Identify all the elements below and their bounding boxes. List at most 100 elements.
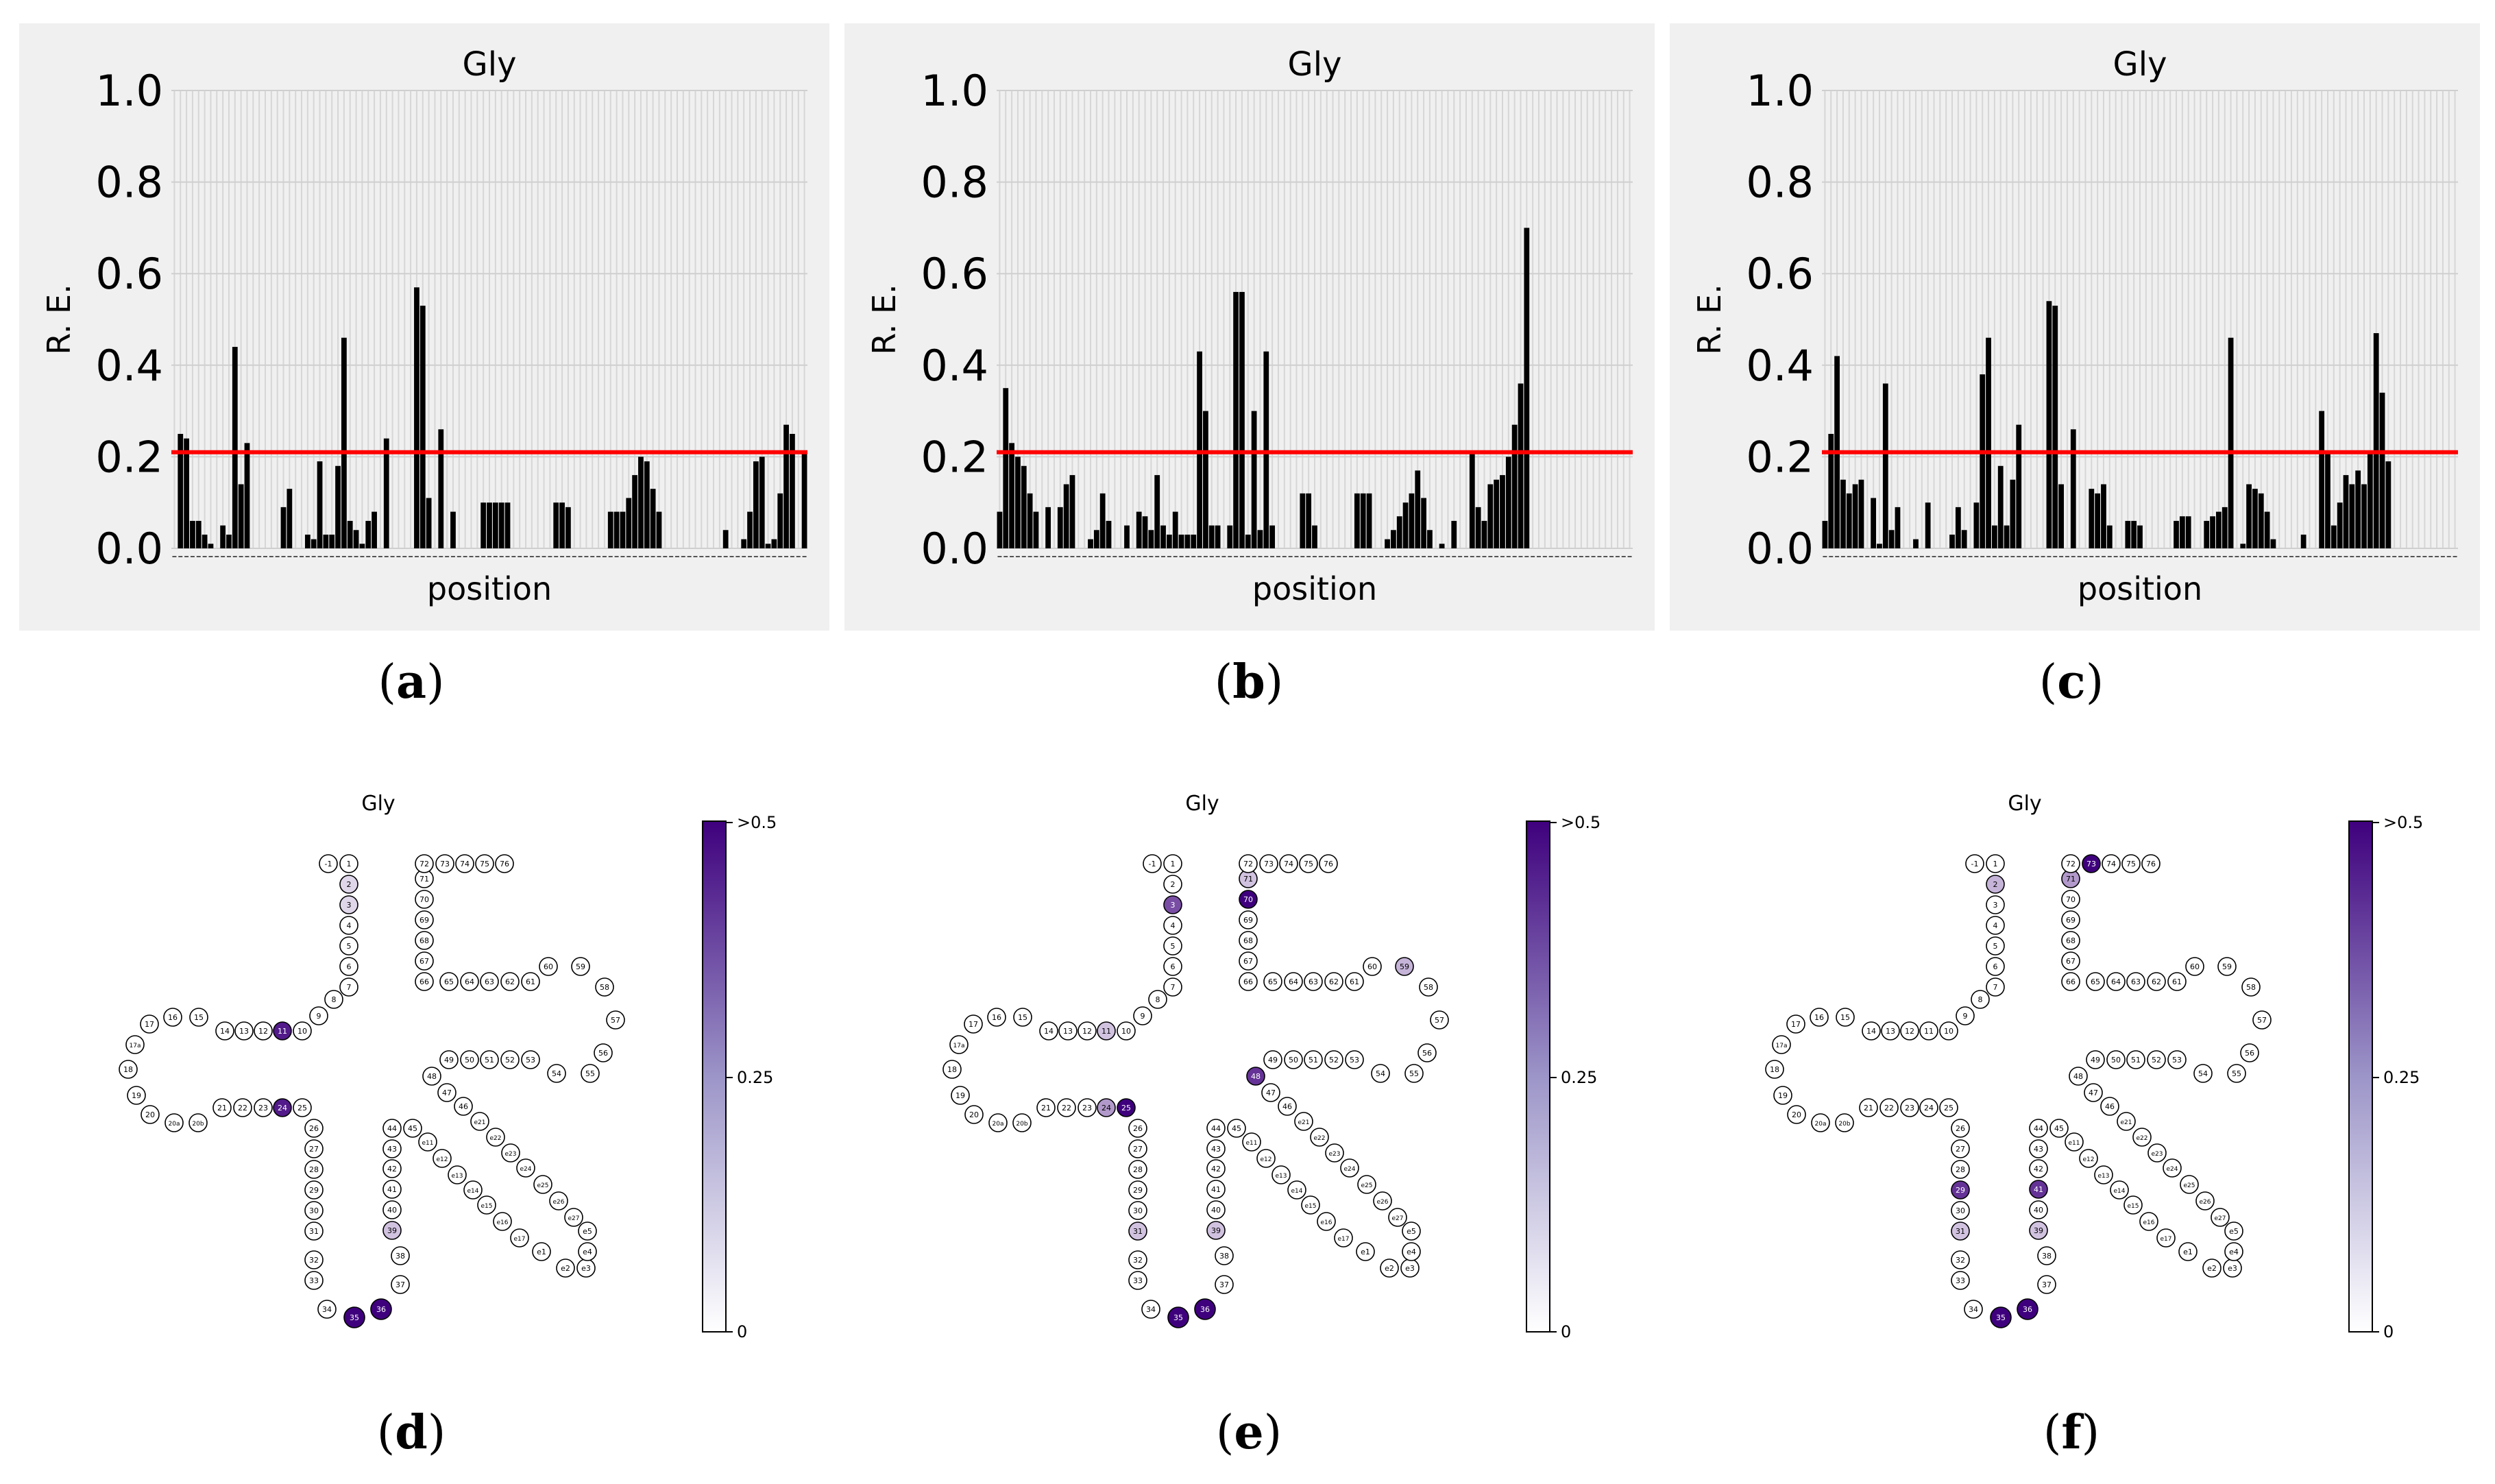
nucleotide-56 bbox=[1417, 1043, 1437, 1062]
nucleotide-label: 74 bbox=[460, 860, 470, 868]
nucleotide-label: 20 bbox=[969, 1110, 979, 1119]
nucleotide-30 bbox=[304, 1201, 324, 1220]
nucleotide-26 bbox=[1128, 1119, 1147, 1138]
nucleotide-label: 54 bbox=[1376, 1069, 1385, 1078]
nucleotide-label: 8 bbox=[1156, 995, 1160, 1004]
nucleotide-label: e23 bbox=[505, 1151, 517, 1158]
nucleotide-label: 3 bbox=[1171, 901, 1176, 910]
nucleotide-61 bbox=[521, 972, 540, 991]
nucleotide-76 bbox=[1319, 854, 1338, 873]
bar bbox=[1402, 502, 1409, 548]
bar bbox=[1154, 475, 1160, 548]
nucleotide-label: 73 bbox=[1264, 860, 1274, 868]
nucleotide-label: 1 bbox=[347, 860, 352, 868]
nucleotide-label: 51 bbox=[1309, 1056, 1318, 1065]
nucleotide-label: 25 bbox=[297, 1104, 307, 1112]
nucleotide-label: e23 bbox=[2152, 1151, 2163, 1158]
bar bbox=[1494, 479, 1500, 548]
nucleotide-72 bbox=[2061, 854, 2080, 873]
nucleotide-label: 47 bbox=[1266, 1088, 1276, 1097]
nucleotide-39 bbox=[2029, 1221, 2048, 1240]
bar bbox=[1245, 534, 1251, 548]
bar bbox=[1396, 516, 1402, 548]
trna-diagram-f: Gly-1 123456789101112131415161717a1819202… bbox=[1765, 792, 2423, 1341]
bar bbox=[2216, 511, 2222, 548]
nucleotide-e4 bbox=[2224, 1242, 2243, 1261]
bar bbox=[341, 337, 347, 548]
nucleotide-label: 70 bbox=[2066, 895, 2076, 904]
nucleotide-label: 63 bbox=[1309, 977, 1318, 986]
nucleotide-label: 70 bbox=[419, 895, 429, 904]
diagram-title: Gly bbox=[1185, 792, 1219, 816]
bar bbox=[2258, 493, 2264, 548]
nucleotide-24 bbox=[273, 1098, 292, 1117]
y-tick-label: 0.8 bbox=[1746, 158, 1814, 208]
bar bbox=[492, 502, 498, 548]
bar bbox=[2052, 305, 2058, 548]
nucleotide-label: 67 bbox=[2066, 957, 2076, 966]
nucleotide-13 bbox=[234, 1021, 254, 1041]
nucleotide-30 bbox=[1951, 1201, 1970, 1220]
nucleotide-51 bbox=[480, 1050, 499, 1069]
nucleotide-label: 20b bbox=[192, 1121, 204, 1128]
nucleotide-label: 13 bbox=[1886, 1027, 1895, 1036]
nucleotide-42 bbox=[1206, 1159, 1226, 1178]
nucleotide-label: e2 bbox=[2207, 1264, 2217, 1273]
nucleotide-e2 bbox=[556, 1258, 575, 1278]
bar bbox=[1227, 525, 1233, 548]
bar bbox=[238, 484, 244, 548]
nucleotide-label: 49 bbox=[2091, 1056, 2100, 1065]
y-tick-label: 0.0 bbox=[921, 524, 988, 574]
nucleotide-label: 36 bbox=[376, 1305, 386, 1314]
nucleotide-label: 58 bbox=[2246, 983, 2256, 992]
nucleotide-76 bbox=[495, 854, 514, 873]
bar bbox=[2379, 392, 2385, 548]
nucleotide-2 bbox=[1163, 875, 1182, 894]
nucleotide-25 bbox=[293, 1098, 312, 1117]
nucleotide-label: 17a bbox=[130, 1043, 141, 1049]
bar bbox=[1487, 484, 1494, 548]
nucleotide-label: 44 bbox=[2034, 1124, 2043, 1133]
bar bbox=[777, 493, 783, 548]
nucleotide-label: 14 bbox=[1044, 1027, 1054, 1036]
panel-label-a: (a) bbox=[378, 655, 445, 709]
nucleotide-label: e15 bbox=[2128, 1203, 2139, 1210]
bar bbox=[1239, 291, 1245, 548]
bar bbox=[1997, 465, 2004, 548]
nucleotide-label: 29 bbox=[1133, 1186, 1143, 1195]
nucleotide-e26 bbox=[2195, 1191, 2215, 1211]
bar bbox=[2179, 516, 2185, 548]
panel-label-b: (b) bbox=[1214, 655, 1284, 709]
nucleotide-label: 76 bbox=[2146, 860, 2156, 868]
nucleotide-20 bbox=[1787, 1105, 1806, 1124]
colorbar-tick-label: 0 bbox=[2383, 1322, 2394, 1341]
nucleotide-42 bbox=[382, 1159, 402, 1178]
nucleotide-label: 53 bbox=[1350, 1056, 1359, 1065]
nucleotide-20a bbox=[1811, 1113, 1830, 1132]
y-tick-label: 0.0 bbox=[1746, 524, 1814, 574]
nucleotide-26 bbox=[304, 1119, 324, 1138]
nucleotide-label: 29 bbox=[309, 1186, 319, 1195]
nucleotide-label: 45 bbox=[408, 1124, 417, 1133]
nucleotide-53 bbox=[2167, 1050, 2187, 1069]
bar bbox=[1846, 493, 1852, 548]
nucleotide-e24 bbox=[2163, 1158, 2182, 1178]
nucleotide-76 bbox=[2141, 854, 2161, 873]
bar bbox=[1871, 498, 1877, 548]
nucleotide-6 bbox=[1986, 957, 2005, 976]
bar bbox=[1991, 525, 1997, 548]
bar bbox=[2106, 525, 2113, 548]
nucleotide-label: 20a bbox=[169, 1121, 180, 1128]
nucleotide-label: 37 bbox=[395, 1280, 405, 1289]
bar bbox=[1208, 525, 1215, 548]
nucleotide-label: e21 bbox=[1298, 1119, 1310, 1126]
nucleotide-label: 30 bbox=[1956, 1206, 1965, 1215]
nucleotide-e17 bbox=[2156, 1228, 2176, 1248]
bar bbox=[1021, 465, 1027, 548]
nucleotide-label: 22 bbox=[1884, 1104, 1894, 1112]
nucleotide-label: 51 bbox=[2131, 1056, 2141, 1065]
nucleotide-label: 49 bbox=[444, 1056, 454, 1065]
nucleotide-30 bbox=[1128, 1201, 1147, 1220]
nucleotide-label: 48 bbox=[427, 1072, 437, 1081]
chart-title: Gly bbox=[463, 45, 517, 84]
